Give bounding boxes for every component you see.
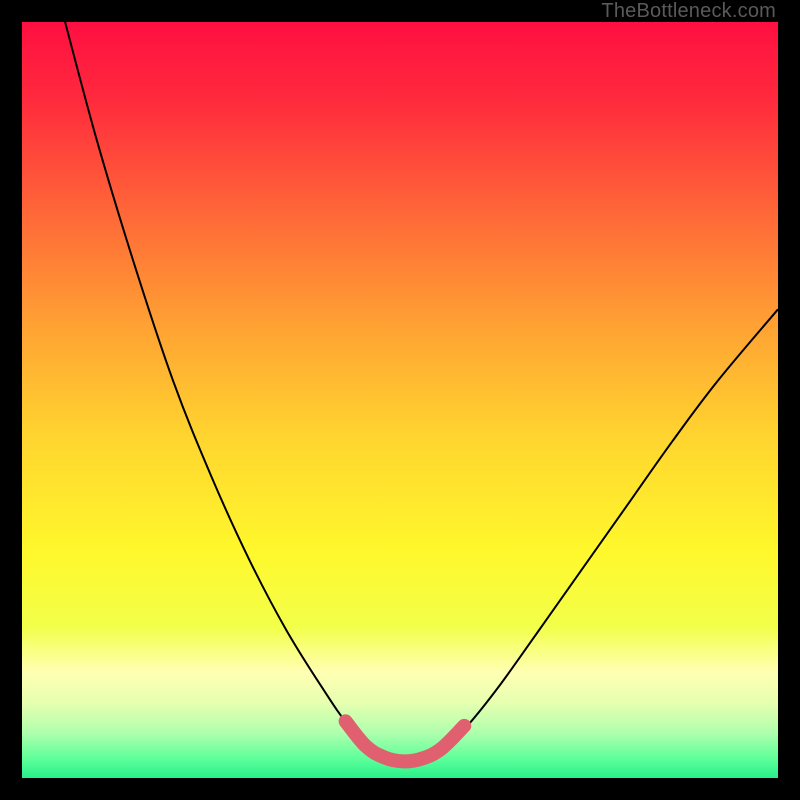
chart-frame: TheBottleneck.com: [0, 0, 800, 800]
curve-layer: [22, 22, 778, 778]
watermark-text: TheBottleneck.com: [601, 0, 776, 23]
bottleneck-curve: [65, 22, 778, 763]
highlight-segment: [346, 721, 465, 761]
plot-area: [22, 22, 778, 778]
